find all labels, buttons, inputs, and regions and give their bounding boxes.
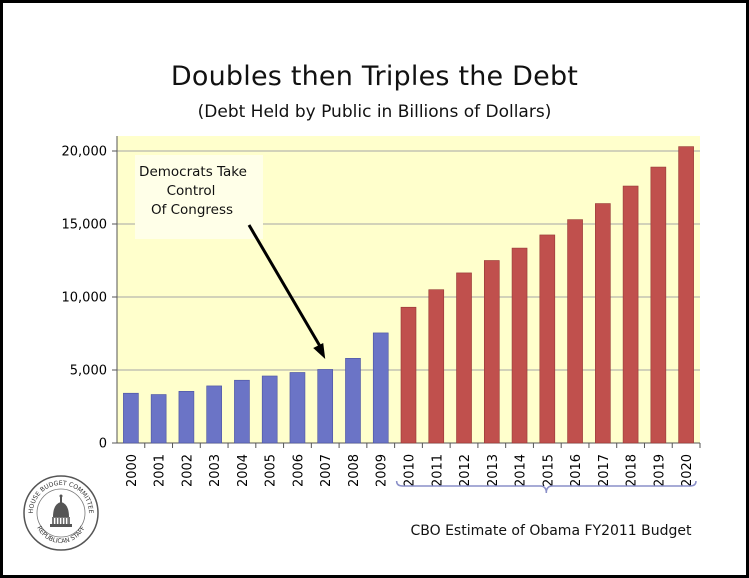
- historical-bar: [123, 392, 139, 444]
- historical-bar: [345, 358, 361, 444]
- x-tick-label: 2010: [403, 454, 418, 487]
- historical-bar: [234, 379, 250, 444]
- x-tick-label: 2020: [680, 454, 695, 487]
- y-tick-label: 15,000: [62, 218, 108, 233]
- projected-bar: [400, 306, 417, 444]
- x-tick-label: 2014: [514, 454, 529, 487]
- projected-bar: [456, 272, 472, 444]
- projected-bar: [483, 260, 500, 444]
- projection-brace: [395, 480, 697, 494]
- chart-subtitle: (Debt Held by Public in Billions of Doll…: [197, 102, 552, 122]
- bar-chart: 0 5,000 10,000 15,000 20,000 2000 2001 2002 2003…: [62, 136, 701, 494]
- annotation-text: Democrats Take: [139, 164, 247, 180]
- historical-bar: [317, 369, 334, 444]
- historical-bar: [206, 385, 222, 444]
- x-tick-label: 2012: [458, 454, 473, 487]
- x-tick-label: 2011: [430, 454, 445, 487]
- annotation-text: Of Congress: [151, 202, 233, 218]
- projected-bar: [511, 247, 528, 444]
- annotation-text: Control: [167, 183, 216, 199]
- x-tick-label: 2002: [180, 454, 195, 487]
- projection-label: CBO Estimate of Obama FY2011 Budget: [410, 523, 692, 539]
- y-tick-label: 5,000: [70, 364, 107, 379]
- capitol-dome-icon: [50, 494, 72, 527]
- historical-bar: [261, 375, 278, 444]
- x-tick-label: 2016: [569, 454, 584, 487]
- historical-bar: [178, 391, 195, 444]
- house-budget-committee-seal: HOUSE BUDGET COMMITTEE REPUBLICAN STAFF: [23, 475, 99, 551]
- x-tick-label: 2013: [486, 454, 501, 487]
- projected-bar: [428, 289, 445, 444]
- projected-bar: [539, 234, 556, 444]
- x-tick-label: 2001: [153, 454, 168, 487]
- x-tick-label: 2018: [625, 454, 640, 487]
- x-tick-label: 2000: [125, 454, 140, 487]
- x-tick-label: 2004: [236, 454, 251, 487]
- x-tick-label: 2017: [597, 454, 612, 487]
- x-tick-label: 2008: [347, 454, 362, 487]
- x-tick-label: 2005: [264, 454, 279, 487]
- historical-bar: [372, 332, 389, 444]
- annotation-arrow-head: [313, 343, 326, 359]
- annotation-box: [135, 155, 263, 239]
- y-tick-label: 20,000: [62, 145, 108, 160]
- x-tick-label: 2006: [291, 454, 306, 487]
- y-tick-label: 0: [99, 437, 107, 452]
- annotation-arrow-shaft: [247, 224, 324, 351]
- historical-bar: [150, 394, 167, 444]
- x-tick-label: 2003: [208, 454, 223, 487]
- projected-bar: [567, 219, 583, 444]
- x-tick-label: 2007: [319, 454, 334, 487]
- x-tick-label: 2019: [652, 454, 667, 487]
- x-tick-label: 2015: [541, 454, 556, 487]
- projected-bar: [622, 185, 639, 444]
- x-tick-label: 2009: [375, 454, 390, 487]
- historical-bar: [289, 372, 306, 444]
- projected-bar: [595, 203, 611, 444]
- projected-bar: [678, 146, 694, 444]
- projected-bar: [650, 166, 667, 444]
- y-tick-label: 10,000: [62, 291, 108, 306]
- chart-title: Doubles then Triples the Debt: [170, 61, 579, 92]
